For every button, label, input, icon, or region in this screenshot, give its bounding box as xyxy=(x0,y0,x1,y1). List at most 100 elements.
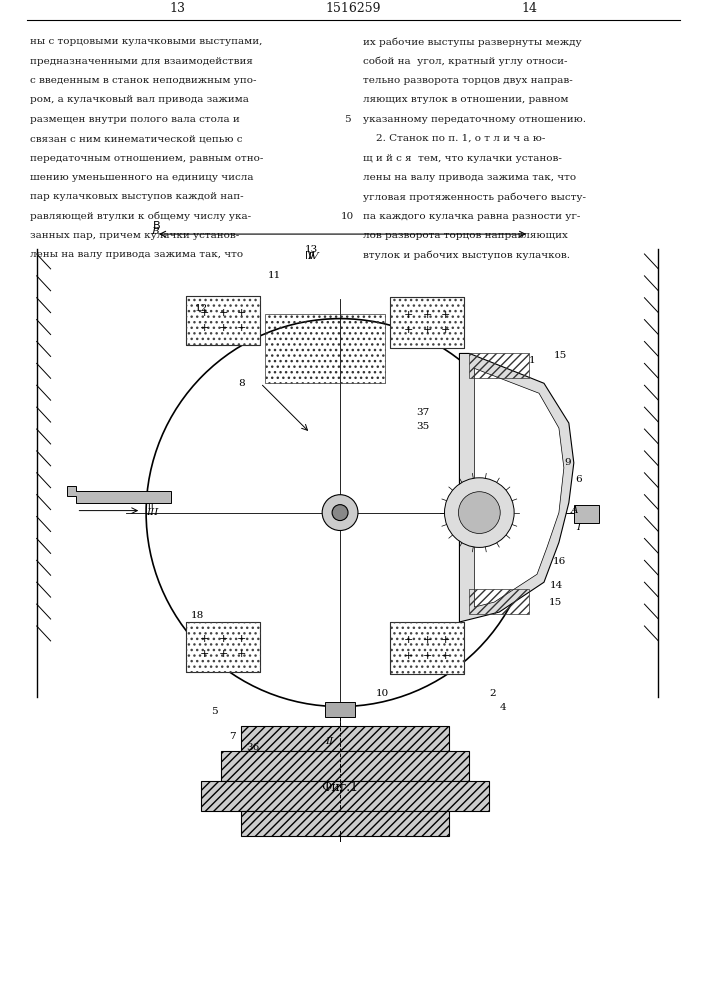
Text: 1: 1 xyxy=(529,356,536,365)
Text: пар кулачковых выступов каждой нап-: пар кулачковых выступов каждой нап- xyxy=(30,192,243,201)
Text: шению уменьшенного на единицу числа: шению уменьшенного на единицу числа xyxy=(30,173,253,182)
Bar xyxy=(469,589,529,614)
Bar xyxy=(186,622,260,672)
Text: 14: 14 xyxy=(550,581,563,590)
Text: +: + xyxy=(404,310,413,320)
Text: +: + xyxy=(422,310,432,320)
Polygon shape xyxy=(574,505,599,523)
Text: +: + xyxy=(218,323,228,333)
Text: +: + xyxy=(218,308,228,318)
Text: +: + xyxy=(218,649,228,659)
Text: II: II xyxy=(325,737,334,746)
Text: +: + xyxy=(441,310,450,320)
Text: +: + xyxy=(441,635,450,645)
Text: 10: 10 xyxy=(340,212,354,221)
Text: +: + xyxy=(404,635,413,645)
Polygon shape xyxy=(474,368,564,607)
Text: +: + xyxy=(404,651,413,661)
Text: +: + xyxy=(218,634,228,644)
Text: B: B xyxy=(151,227,158,236)
Text: 13: 13 xyxy=(305,245,319,254)
Circle shape xyxy=(332,505,348,521)
Polygon shape xyxy=(460,353,574,622)
Bar xyxy=(390,297,464,348)
Text: IV: IV xyxy=(305,251,315,261)
Text: 15: 15 xyxy=(549,598,562,607)
Text: 5: 5 xyxy=(211,707,217,716)
Text: 14: 14 xyxy=(521,2,537,15)
Text: 15: 15 xyxy=(554,351,567,360)
Bar xyxy=(390,622,464,674)
Text: +: + xyxy=(422,635,432,645)
Text: равляющей втулки к общему числу ука-: равляющей втулки к общему числу ука- xyxy=(30,212,251,221)
Bar xyxy=(325,702,355,717)
Text: размещен внутри полого вала стола и: размещен внутри полого вала стола и xyxy=(30,115,240,124)
Bar xyxy=(201,781,489,811)
Bar xyxy=(186,296,260,345)
Text: ны с торцовыми кулачковыми выступами,: ны с торцовыми кулачковыми выступами, xyxy=(30,37,262,46)
Bar xyxy=(186,622,260,672)
Bar xyxy=(240,726,450,751)
Text: 6: 6 xyxy=(575,475,581,484)
Text: 7: 7 xyxy=(228,732,235,741)
Text: ляющих втулок в отношении, равном: ляющих втулок в отношении, равном xyxy=(363,95,568,104)
Text: 11: 11 xyxy=(267,271,281,280)
Text: +: + xyxy=(422,325,432,335)
Circle shape xyxy=(322,495,358,531)
Text: +: + xyxy=(404,325,413,335)
Text: +: + xyxy=(422,651,432,661)
Text: I: I xyxy=(575,523,580,532)
Text: 9: 9 xyxy=(565,458,571,467)
Bar xyxy=(469,353,529,378)
Text: 36: 36 xyxy=(247,743,259,752)
Circle shape xyxy=(458,492,501,533)
Text: собой на  угол, кратный углу относи-: собой на угол, кратный углу относи- xyxy=(363,57,568,66)
Text: угловая протяженность рабочего высту-: угловая протяженность рабочего высту- xyxy=(363,192,586,202)
Bar xyxy=(390,297,464,348)
Text: 10: 10 xyxy=(376,689,389,698)
Text: тельно разворота торцов двух направ-: тельно разворота торцов двух направ- xyxy=(363,76,573,85)
Text: 2. Станок по п. 1, о т л и ч а ю-: 2. Станок по п. 1, о т л и ч а ю- xyxy=(363,134,545,143)
Text: 37: 37 xyxy=(416,408,430,417)
Text: +: + xyxy=(237,649,247,659)
Text: I: I xyxy=(526,500,529,510)
Text: +: + xyxy=(441,325,450,335)
Bar xyxy=(265,314,385,383)
Bar xyxy=(390,622,464,674)
Text: +: + xyxy=(200,308,209,318)
Text: III: III xyxy=(145,500,153,510)
Text: лов разворота торцов направляющих: лов разворота торцов направляющих xyxy=(363,231,568,240)
Text: +: + xyxy=(237,634,247,644)
Text: +: + xyxy=(237,308,247,318)
Text: B: B xyxy=(153,221,160,231)
Text: 5: 5 xyxy=(344,115,351,124)
Text: их рабочие выступы развернуты между: их рабочие выступы развернуты между xyxy=(363,37,582,47)
Text: 18: 18 xyxy=(191,611,204,620)
Text: 1516259: 1516259 xyxy=(325,2,381,15)
Text: A: A xyxy=(571,506,578,515)
Text: занных пар, причем кулачки установ-: занных пар, причем кулачки установ- xyxy=(30,231,239,240)
Text: 16: 16 xyxy=(553,557,566,566)
Text: предназначенными для взаимодействия: предназначенными для взаимодействия xyxy=(30,57,252,66)
Text: 12: 12 xyxy=(195,304,208,313)
Text: 13: 13 xyxy=(170,2,186,15)
Text: лены на валу привода зажима так, что: лены на валу привода зажима так, что xyxy=(30,250,243,259)
Text: ром, а кулачковый вал привода зажима: ром, а кулачковый вал привода зажима xyxy=(30,95,249,104)
Text: +: + xyxy=(200,634,209,644)
Text: +: + xyxy=(200,323,209,333)
Text: щ и й с я  тем, что кулачки установ-: щ и й с я тем, что кулачки установ- xyxy=(363,154,562,163)
Bar xyxy=(186,296,260,345)
Text: III: III xyxy=(146,508,158,517)
Text: +: + xyxy=(441,651,450,661)
Text: передаточным отношением, равным отно-: передаточным отношением, равным отно- xyxy=(30,154,263,163)
Bar xyxy=(240,811,450,836)
Text: втулок и рабочих выступов кулачков.: втулок и рабочих выступов кулачков. xyxy=(363,250,570,260)
Text: +: + xyxy=(200,649,209,659)
Text: лены на валу привода зажима так, что: лены на валу привода зажима так, что xyxy=(363,173,576,182)
Text: 4: 4 xyxy=(499,703,506,712)
Text: Фиг.1: Фиг.1 xyxy=(322,781,358,794)
Text: указанному передаточному отношению.: указанному передаточному отношению. xyxy=(363,115,586,124)
Text: па каждого кулачка равна разности уг-: па каждого кулачка равна разности уг- xyxy=(363,212,580,221)
Text: II: II xyxy=(308,748,313,758)
Text: 2: 2 xyxy=(489,689,496,698)
